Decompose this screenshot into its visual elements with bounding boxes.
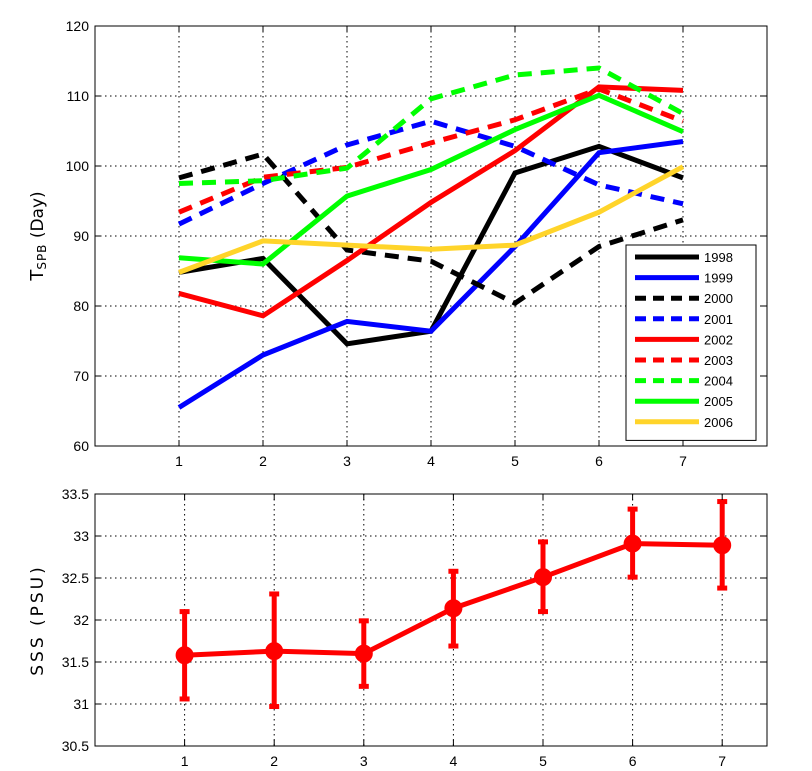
x-tick-label: 2 [270, 753, 278, 769]
data-point [175, 646, 194, 665]
y-tick-label: 33 [73, 528, 89, 544]
series-line-2001 [177, 118, 684, 227]
legend-item: 2002 [635, 332, 733, 347]
data-point [713, 536, 732, 555]
x-tick-label: 4 [450, 753, 458, 769]
legend-item: 1998 [635, 250, 733, 265]
x-tick-label: 5 [539, 753, 547, 769]
y-tick-label: 31.5 [62, 654, 89, 670]
series-line-2005 [178, 92, 684, 267]
y-tick-label: 31 [73, 696, 89, 712]
x-tick-label: 7 [718, 753, 726, 769]
legend-label: 2006 [704, 415, 733, 430]
data-point [354, 644, 373, 663]
y-tick-label: 90 [73, 228, 89, 244]
series-line-2003 [178, 86, 684, 215]
legend-label: 1998 [704, 250, 733, 265]
data-point [623, 534, 642, 553]
series-line-2000 [178, 151, 684, 307]
x-tick-label: 2 [259, 453, 267, 469]
y-tick-label: 70 [73, 368, 89, 384]
y-tick-label: 120 [66, 18, 90, 34]
y-axis-label: SSS (PSU) [28, 564, 48, 676]
legend-item: 2003 [635, 353, 733, 368]
x-tick-label: 3 [360, 753, 368, 769]
y-tick-label: 100 [66, 158, 90, 174]
legend-item: 2000 [635, 291, 733, 306]
x-tick-label: 5 [511, 453, 519, 469]
legend-label: 2003 [704, 353, 733, 368]
x-tick-label: 7 [679, 453, 687, 469]
y-axis-label-rest: (Day) [28, 191, 48, 243]
legend-label: 2005 [704, 394, 733, 409]
y-tick-label: 33.5 [62, 486, 89, 502]
legend-item: 1999 [635, 271, 733, 286]
x-tick-label: 4 [427, 453, 435, 469]
legend-label: 2001 [704, 312, 733, 327]
data-point [265, 642, 284, 661]
legend-label: 1999 [704, 271, 733, 286]
x-tick-label: 1 [181, 753, 189, 769]
data-point [444, 599, 463, 618]
legend: 1998 1999 2000 2001 2002 2003 2004 2005 2006 [625, 244, 757, 441]
legend-label: 2000 [704, 291, 733, 306]
legend-item: 2006 [635, 415, 733, 430]
y-axis-label: TSPB (Day) [27, 191, 49, 281]
y-axis-label-main: T [27, 269, 48, 282]
series-line-2006 [178, 164, 685, 275]
legend-item: 2005 [635, 394, 733, 409]
legend-label: 2004 [704, 374, 733, 389]
y-tick-label: 30.5 [62, 738, 89, 754]
legend-box [625, 244, 757, 441]
x-tick-label: 6 [595, 453, 603, 469]
legend-item: 2001 [635, 312, 733, 327]
y-tick-label: 32.5 [62, 570, 89, 586]
series-line-2004 [178, 65, 685, 186]
y-axis-label-sub: SPB [35, 244, 49, 270]
y-tick-label: 80 [73, 298, 89, 314]
plot-bottom-sss: 1 2 3 4 5 6 7 30.5 31 31.5 32 32.5 33 33.5 SSS (PSU) [28, 486, 768, 769]
y-tick-label: 60 [73, 438, 89, 454]
x-tick-label: 1 [175, 453, 183, 469]
data-point [534, 568, 552, 587]
legend-item: 2004 [635, 374, 733, 389]
legend-label: 2002 [704, 332, 733, 347]
series-line-1999 [177, 139, 684, 410]
y-tick-label: 110 [67, 88, 90, 104]
x-tick-label: 6 [629, 753, 637, 769]
y-tick-label: 32 [73, 612, 89, 628]
x-tick-label: 3 [343, 453, 351, 469]
